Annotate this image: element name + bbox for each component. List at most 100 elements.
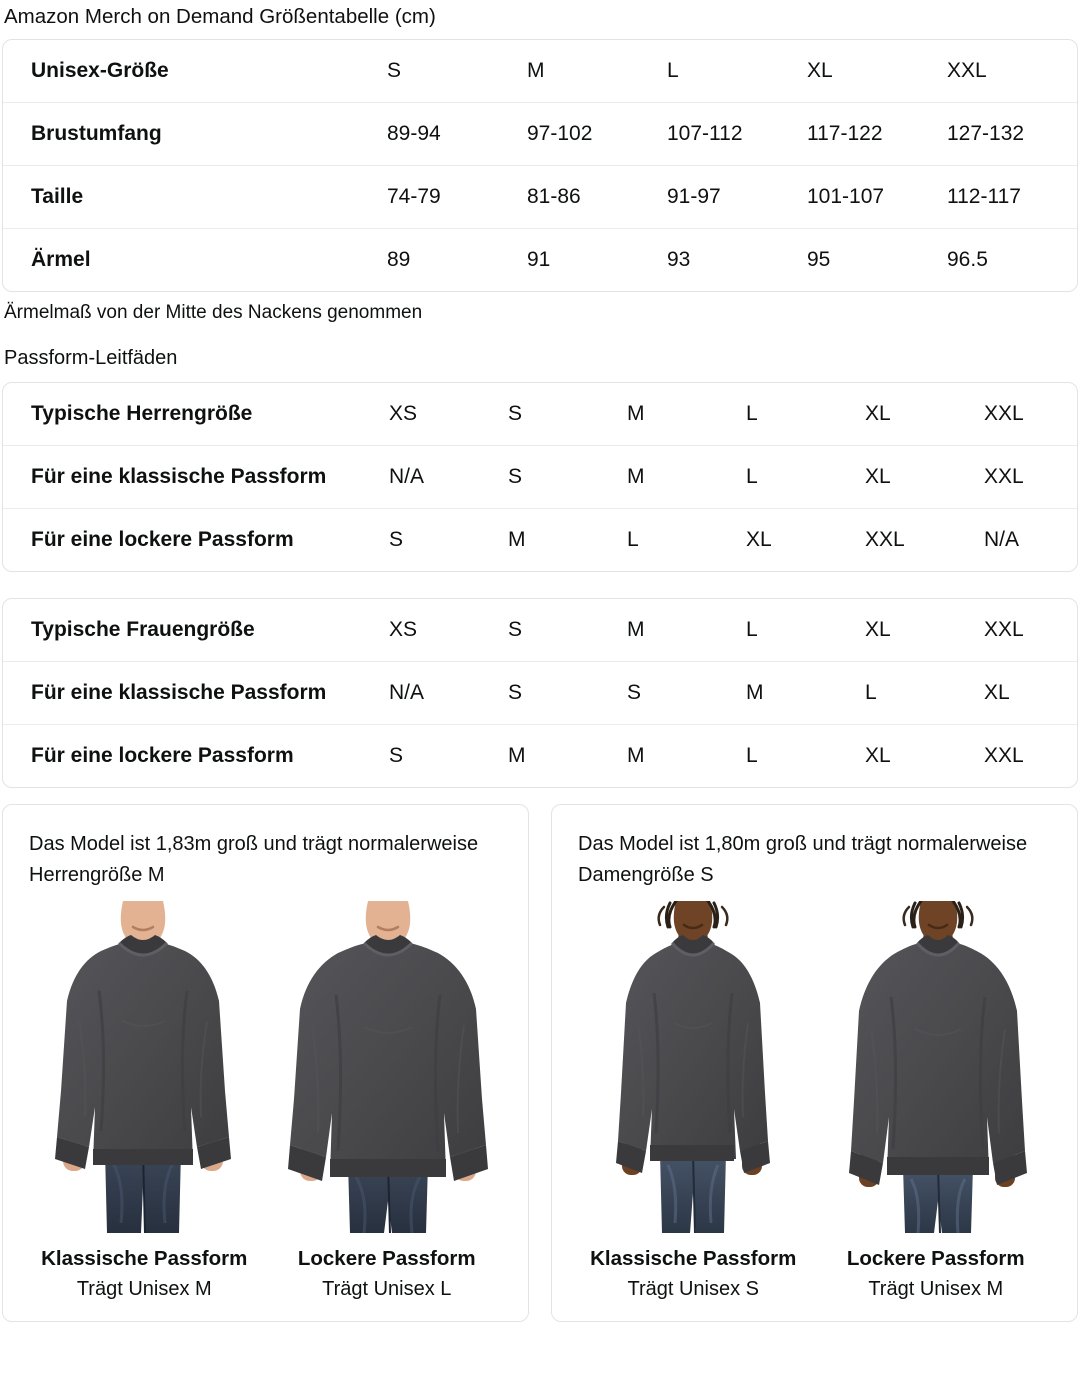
table-cell: M [742, 661, 861, 725]
female-relaxed-fit-image [821, 901, 1054, 1233]
table-row: Für eine klassische Passform N/A S S M L… [3, 661, 1077, 725]
table-header-cell: XS [389, 402, 418, 425]
table-header-cell: Unisex-Größe [31, 59, 169, 82]
table-cell: 97-102 [523, 102, 663, 166]
male-fit-labels: Klassische Passform Trägt Unisex M Locke… [23, 1233, 508, 1303]
mens-fit-table-card: Typische Herrengröße XS S M L XL XXL Für… [2, 382, 1078, 572]
male-relaxed-fit-image [272, 901, 505, 1233]
female-relaxed-fit-photo [818, 901, 1058, 1233]
fit-title: Lockere Passform [297, 1247, 476, 1270]
table-header-cell: XL [865, 618, 891, 641]
row-label: Brustumfang [3, 102, 383, 166]
table-header-cell: M [627, 402, 645, 425]
table-cell: 101-107 [803, 165, 943, 229]
table-cell: L [742, 724, 861, 787]
table-cell: N/A [385, 661, 504, 725]
female-model-card: Das Model ist 1,80m groß und trägt norma… [551, 804, 1078, 1322]
table-cell: L [623, 508, 742, 571]
table-cell: 74-79 [383, 165, 523, 229]
table-cell: XXL [861, 508, 980, 571]
table-cell: XL [980, 661, 1077, 725]
table-header-cell: S [508, 402, 523, 425]
sleeve-measurement-note: Ärmelmaß von der Mitte des Nackens genom… [4, 302, 423, 323]
table-cell: 89-94 [383, 102, 523, 166]
row-label: Für eine lockere Passform [3, 724, 385, 787]
table-cell: 91 [523, 228, 663, 291]
fit-subtitle: Trägt Unisex L [322, 1278, 452, 1300]
male-classic-fit-image [26, 901, 259, 1233]
table-row: Ärmel 89 91 93 95 96.5 [3, 228, 1077, 291]
fit-title: Lockere Passform [846, 1247, 1025, 1270]
table-header-cell: L [746, 618, 758, 641]
table-header-row: Typische Frauengröße XS S M L XL XXL [3, 599, 1077, 662]
table-header-cell: XL [865, 402, 891, 425]
table-cell: XXL [980, 724, 1077, 787]
table-cell: XL [861, 445, 980, 509]
table-cell: XL [861, 724, 980, 787]
table-header-row: Typische Herrengröße XS S M L XL XXL [3, 383, 1077, 446]
table-header-cell: XXL [947, 59, 987, 82]
model-cards-row: Das Model ist 1,83m groß und trägt norma… [0, 788, 1080, 1328]
table-cell: S [623, 661, 742, 725]
table-cell: XL [742, 508, 861, 571]
table-cell: 96.5 [943, 228, 1077, 291]
table-cell: M [623, 724, 742, 787]
table-cell: 91-97 [663, 165, 803, 229]
table-cell: N/A [980, 508, 1077, 571]
table-header-cell: XL [807, 59, 833, 82]
female-classic-fit-label: Klassische Passform Trägt Unisex S [572, 1245, 815, 1303]
fit-title: Klassische Passform [590, 1247, 797, 1270]
table-cell: 117-122 [803, 102, 943, 166]
table-row: Für eine lockere Passform S M M L XL XXL [3, 724, 1077, 787]
female-classic-fit-photo [572, 901, 812, 1233]
table-header-cell: XS [389, 618, 418, 641]
fit-subtitle: Trägt Unisex S [627, 1278, 760, 1300]
row-label: Taille [3, 165, 383, 229]
size-measurement-table: Unisex-Größe S M L XL XXL Brustumfang 89… [3, 40, 1077, 291]
table-header-row: Unisex-Größe S M L XL XXL [3, 40, 1077, 103]
table-gap [0, 572, 1080, 598]
female-classic-fit-image [575, 901, 808, 1233]
table-cell: M [504, 724, 623, 787]
table-row: Für eine lockere Passform S M L XL XXL N… [3, 508, 1077, 571]
table-cell: L [861, 661, 980, 725]
row-label: Ärmel [3, 228, 383, 291]
mens-fit-table: Typische Herrengröße XS S M L XL XXL Für… [3, 383, 1077, 571]
male-model-figures [23, 901, 508, 1233]
table-cell: 107-112 [663, 102, 803, 166]
table-header-cell: S [508, 618, 523, 641]
size-measurement-table-card: Unisex-Größe S M L XL XXL Brustumfang 89… [2, 39, 1078, 292]
table-cell: 81-86 [523, 165, 663, 229]
table-header-cell: Typische Frauengröße [31, 618, 255, 641]
female-model-figures [572, 901, 1057, 1233]
female-relaxed-fit-label: Lockere Passform Trägt Unisex M [815, 1245, 1058, 1303]
fit-subtitle: Trägt Unisex M [76, 1278, 212, 1300]
table-header-cell: L [746, 402, 758, 425]
table-cell: S [504, 445, 623, 509]
table-cell: S [385, 724, 504, 787]
womens-fit-table: Typische Frauengröße XS S M L XL XXL Für… [3, 599, 1077, 787]
male-classic-fit-photo [23, 901, 263, 1233]
page-title: Amazon Merch on Demand Größentabelle (cm… [4, 5, 436, 28]
female-model-caption: Das Model ist 1,80m groß und trägt norma… [578, 833, 1028, 886]
fit-subtitle: Trägt Unisex M [868, 1278, 1004, 1300]
male-relaxed-fit-label: Lockere Passform Trägt Unisex L [266, 1245, 509, 1303]
row-label: Für eine klassische Passform [3, 661, 385, 725]
table-header-cell: Typische Herrengröße [31, 402, 253, 425]
fit-title: Klassische Passform [41, 1247, 248, 1270]
row-label: Für eine klassische Passform [3, 445, 385, 509]
womens-fit-table-card: Typische Frauengröße XS S M L XL XXL Für… [2, 598, 1078, 788]
male-relaxed-fit-photo [269, 901, 509, 1233]
table-row: Für eine klassische Passform N/A S M L X… [3, 445, 1077, 509]
table-cell: 127-132 [943, 102, 1077, 166]
table-cell: M [623, 445, 742, 509]
male-model-card: Das Model ist 1,83m groß und trägt norma… [2, 804, 529, 1322]
table-cell: 112-117 [943, 165, 1077, 229]
table-cell: 89 [383, 228, 523, 291]
fit-guides-label: Passform-Leitfäden [4, 347, 178, 369]
table-cell: S [504, 661, 623, 725]
female-fit-labels: Klassische Passform Trägt Unisex S Locke… [572, 1233, 1057, 1303]
table-header-cell: S [387, 59, 402, 82]
table-header-cell: M [627, 618, 645, 641]
